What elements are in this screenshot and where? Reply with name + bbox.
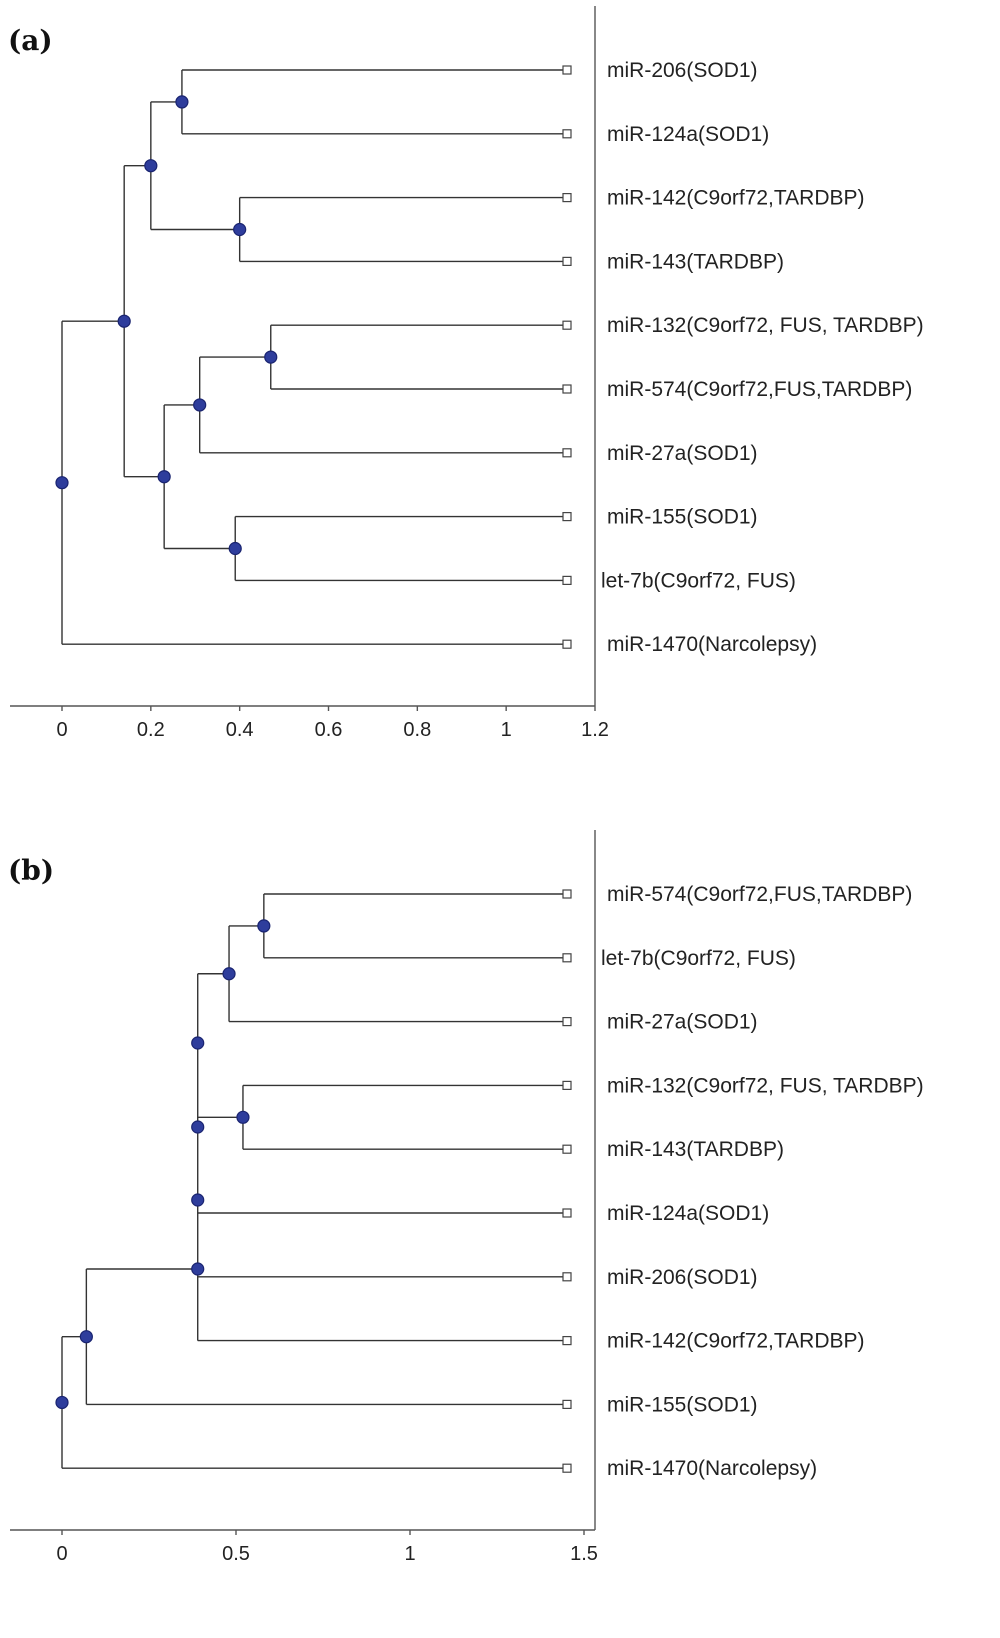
x-tick-label: 1.5 [570, 1543, 598, 1565]
x-tick-label: 1.2 [581, 719, 609, 741]
cluster-node [191, 1193, 205, 1207]
leaf-marker [562, 448, 572, 458]
x-tick-label: 1 [404, 1543, 415, 1565]
panel-a-leaves: miR-206(SOD1) miR-124a(SOD1) miR-142(C9orf… [562, 59, 924, 656]
leaf-label: miR-574(C9orf72,FUS,TARDBP) [607, 378, 912, 401]
leaf-label: miR-1470(Narcolepsy) [607, 633, 817, 656]
cluster-node [157, 470, 171, 484]
leaf-label: miR-124a(SOD1) [607, 123, 769, 146]
leaf-marker [562, 320, 572, 330]
leaf-label: miR-142(C9orf72,TARDBP) [607, 187, 865, 210]
leaf-label: miR-206(SOD1) [607, 1266, 758, 1289]
cluster-node [175, 95, 189, 109]
leaf-marker [562, 1463, 572, 1473]
panel-b-nodes [55, 919, 271, 1410]
x-tick-label: 0.8 [403, 719, 431, 741]
leaf-marker [562, 889, 572, 899]
leaf-marker [562, 1272, 572, 1282]
panel-a-label: (a) [8, 24, 53, 57]
x-tick-label: 0 [56, 719, 67, 741]
leaf-label: miR-155(SOD1) [607, 1393, 758, 1416]
leaf-label: miR-574(C9orf72,FUS,TARDBP) [607, 883, 912, 906]
leaf-marker [562, 256, 572, 266]
leaf-marker [562, 953, 572, 963]
cluster-node [222, 967, 236, 981]
leaf-marker [562, 129, 572, 139]
leaf-label: miR-206(SOD1) [607, 59, 758, 82]
leaf-label: miR-27a(SOD1) [607, 442, 758, 465]
cluster-node [236, 1110, 250, 1124]
leaf-marker [562, 575, 572, 586]
leaf-label: miR-27a(SOD1) [607, 1011, 758, 1034]
cluster-node [191, 1036, 205, 1050]
leaf-label: miR-124a(SOD1) [607, 1202, 769, 1225]
panel-b: (b) miR-574(C9orf72,FUS,TARDBP) let-7b(C9… [8, 830, 924, 1565]
cluster-node [193, 398, 207, 412]
cluster-node [257, 919, 271, 933]
leaf-label: let-7b(C9orf72, FUS) [601, 569, 796, 592]
leaf-marker [562, 1208, 572, 1218]
cluster-node [264, 350, 278, 364]
panel-b-axis: 0 0.5 1 1.5 [10, 830, 598, 1565]
cluster-node [55, 476, 69, 490]
leaf-label: miR-132(C9orf72, FUS, TARDBP) [607, 1074, 924, 1097]
panel-a-axis: 0 0.2 0.4 0.6 0.8 1 1.2 [10, 6, 609, 741]
cluster-node [191, 1262, 205, 1276]
leaf-marker [562, 1144, 572, 1154]
leaf-marker [562, 511, 572, 522]
leaf-marker [562, 193, 572, 203]
leaf-marker [562, 639, 572, 649]
cluster-node [55, 1395, 69, 1410]
leaf-label: let-7b(C9orf72, FUS) [601, 947, 796, 970]
x-tick-label: 0.4 [226, 719, 254, 741]
panel-a-branches [61, 69, 567, 645]
x-tick-label: 1 [501, 719, 512, 741]
leaf-marker [562, 1399, 572, 1410]
leaf-marker [562, 384, 572, 394]
cluster-node [228, 541, 242, 556]
leaf-marker [562, 1080, 572, 1091]
cluster-node [79, 1330, 93, 1344]
cluster-node [117, 314, 131, 328]
panel-a: (a) miR-206(SOD1) miR-124a(SOD1) miR-142(C… [8, 6, 924, 741]
cluster-node [233, 222, 247, 237]
leaf-label: miR-155(SOD1) [607, 506, 758, 529]
panel-b-label: (b) [8, 854, 54, 887]
panel-b-branches [61, 893, 567, 1469]
leaf-label: miR-143(TARDBP) [607, 250, 784, 273]
cluster-node [144, 159, 158, 173]
leaf-marker [562, 1335, 572, 1346]
leaf-label: miR-1470(Narcolepsy) [607, 1457, 817, 1480]
x-tick-label: 0.2 [137, 719, 165, 741]
leaf-marker [562, 65, 572, 75]
x-tick-label: 0.5 [222, 1543, 250, 1565]
leaf-label: miR-132(C9orf72, FUS, TARDBP) [607, 314, 924, 337]
leaf-label: miR-142(C9orf72,TARDBP) [607, 1330, 865, 1353]
cluster-node [191, 1120, 205, 1134]
leaf-marker [562, 1016, 572, 1027]
leaf-label: miR-143(TARDBP) [607, 1138, 784, 1161]
panel-a-nodes [55, 95, 278, 556]
x-tick-label: 0.6 [315, 719, 343, 741]
x-tick-label: 0 [56, 1543, 67, 1565]
panel-b-leaves: miR-574(C9orf72,FUS,TARDBP) let-7b(C9orf7… [562, 883, 924, 1480]
